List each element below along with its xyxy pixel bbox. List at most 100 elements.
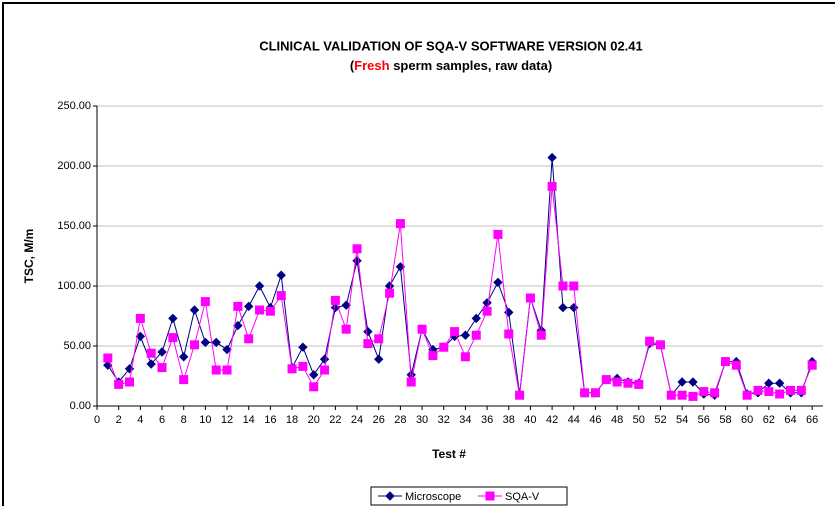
x-tick-label: 10 xyxy=(199,414,211,426)
marker xyxy=(265,306,275,316)
marker xyxy=(439,342,449,352)
marker xyxy=(580,388,590,398)
x-tick-label: 12 xyxy=(221,414,233,426)
marker xyxy=(330,295,340,305)
marker xyxy=(255,305,265,315)
marker xyxy=(276,270,286,280)
marker xyxy=(720,357,730,367)
y-tick-label: 100.00 xyxy=(57,280,91,292)
x-tick-label: 28 xyxy=(394,414,406,426)
marker xyxy=(775,389,785,399)
marker xyxy=(710,388,720,398)
marker xyxy=(233,301,243,311)
x-tick-label: 48 xyxy=(611,414,623,426)
x-tick-label: 52 xyxy=(654,414,666,426)
x-tick-label: 56 xyxy=(698,414,710,426)
chart-title: CLINICAL VALIDATION OF SQA-V SOFTWARE VE… xyxy=(259,38,643,53)
x-tick-label: 62 xyxy=(763,414,775,426)
marker xyxy=(482,306,492,316)
marker xyxy=(190,340,200,350)
marker xyxy=(178,352,189,362)
marker xyxy=(146,359,156,369)
marker xyxy=(287,364,297,374)
x-tick-label: 40 xyxy=(524,414,536,426)
marker xyxy=(471,313,481,324)
marker xyxy=(485,491,495,501)
legend: Microscope SQA-V xyxy=(370,486,568,506)
legend-label: Microscope xyxy=(405,491,461,503)
marker xyxy=(157,363,167,373)
marker xyxy=(569,281,579,291)
marker xyxy=(807,360,817,370)
x-tick-label: 54 xyxy=(676,414,688,426)
x-tick-label: 32 xyxy=(438,414,450,426)
y-axis-title: TSC, M/m xyxy=(22,229,36,284)
marker xyxy=(374,334,384,344)
marker xyxy=(558,302,568,313)
x-tick-label: 0 xyxy=(94,414,100,426)
y-tick-label: 0.00 xyxy=(70,400,91,412)
marker xyxy=(341,300,351,310)
marker xyxy=(677,377,687,387)
marker xyxy=(428,351,438,361)
x-tick-label: 36 xyxy=(481,414,493,426)
marker xyxy=(298,342,308,352)
marker xyxy=(146,348,156,358)
marker xyxy=(688,391,698,401)
marker xyxy=(114,379,124,389)
x-tick-label: 50 xyxy=(633,414,645,426)
marker xyxy=(135,313,145,323)
marker xyxy=(211,365,221,375)
subtitle-part: ( xyxy=(350,58,355,73)
x-tick-label: 42 xyxy=(546,414,558,426)
marker xyxy=(406,377,416,387)
marker xyxy=(168,333,178,343)
marker xyxy=(157,347,167,357)
marker xyxy=(189,305,200,315)
x-tick-label: 30 xyxy=(416,414,428,426)
marker xyxy=(168,313,178,324)
x-tick-label: 60 xyxy=(741,414,753,426)
marker xyxy=(276,291,286,301)
marker xyxy=(211,337,221,348)
x-tick-label: 4 xyxy=(137,414,143,426)
marker xyxy=(493,277,503,288)
x-tick-label: 8 xyxy=(181,414,187,426)
marker xyxy=(320,365,330,375)
x-tick-label: 22 xyxy=(329,414,341,426)
marker xyxy=(515,390,525,400)
marker xyxy=(352,244,362,254)
x-tick-label: 38 xyxy=(503,414,515,426)
x-tick-label: 6 xyxy=(159,414,165,426)
marker xyxy=(103,353,113,363)
x-tick-label: 66 xyxy=(806,414,818,426)
marker xyxy=(309,370,319,380)
marker xyxy=(645,336,655,346)
marker xyxy=(688,377,698,387)
marker xyxy=(590,388,600,398)
marker xyxy=(536,330,546,340)
marker xyxy=(504,329,514,339)
marker xyxy=(200,337,211,348)
x-tick-label: 34 xyxy=(459,414,471,426)
marker xyxy=(774,378,785,388)
marker xyxy=(243,301,254,312)
marker xyxy=(677,390,687,400)
marker xyxy=(655,340,665,350)
marker xyxy=(547,152,557,163)
x-tick-label: 46 xyxy=(589,414,601,426)
marker xyxy=(742,390,752,400)
marker xyxy=(471,330,481,340)
marker xyxy=(764,387,774,397)
x-tick-label: 14 xyxy=(243,414,255,426)
marker xyxy=(341,324,351,334)
marker xyxy=(179,375,189,385)
y-tick-label: 250.00 xyxy=(57,100,91,112)
marker xyxy=(753,385,763,395)
marker xyxy=(612,377,622,387)
x-tick-label: 44 xyxy=(568,414,580,426)
marker xyxy=(460,352,470,362)
x-tick-label: 24 xyxy=(351,414,363,426)
